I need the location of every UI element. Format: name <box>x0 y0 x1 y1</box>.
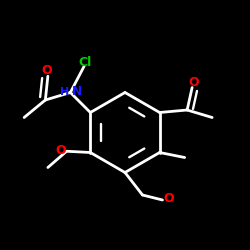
Text: O: O <box>41 64 52 76</box>
Text: O: O <box>188 76 199 88</box>
Text: O: O <box>56 144 66 156</box>
Text: N: N <box>72 85 82 98</box>
Text: H: H <box>60 87 69 97</box>
Text: Cl: Cl <box>78 56 92 69</box>
Text: O: O <box>164 192 174 205</box>
